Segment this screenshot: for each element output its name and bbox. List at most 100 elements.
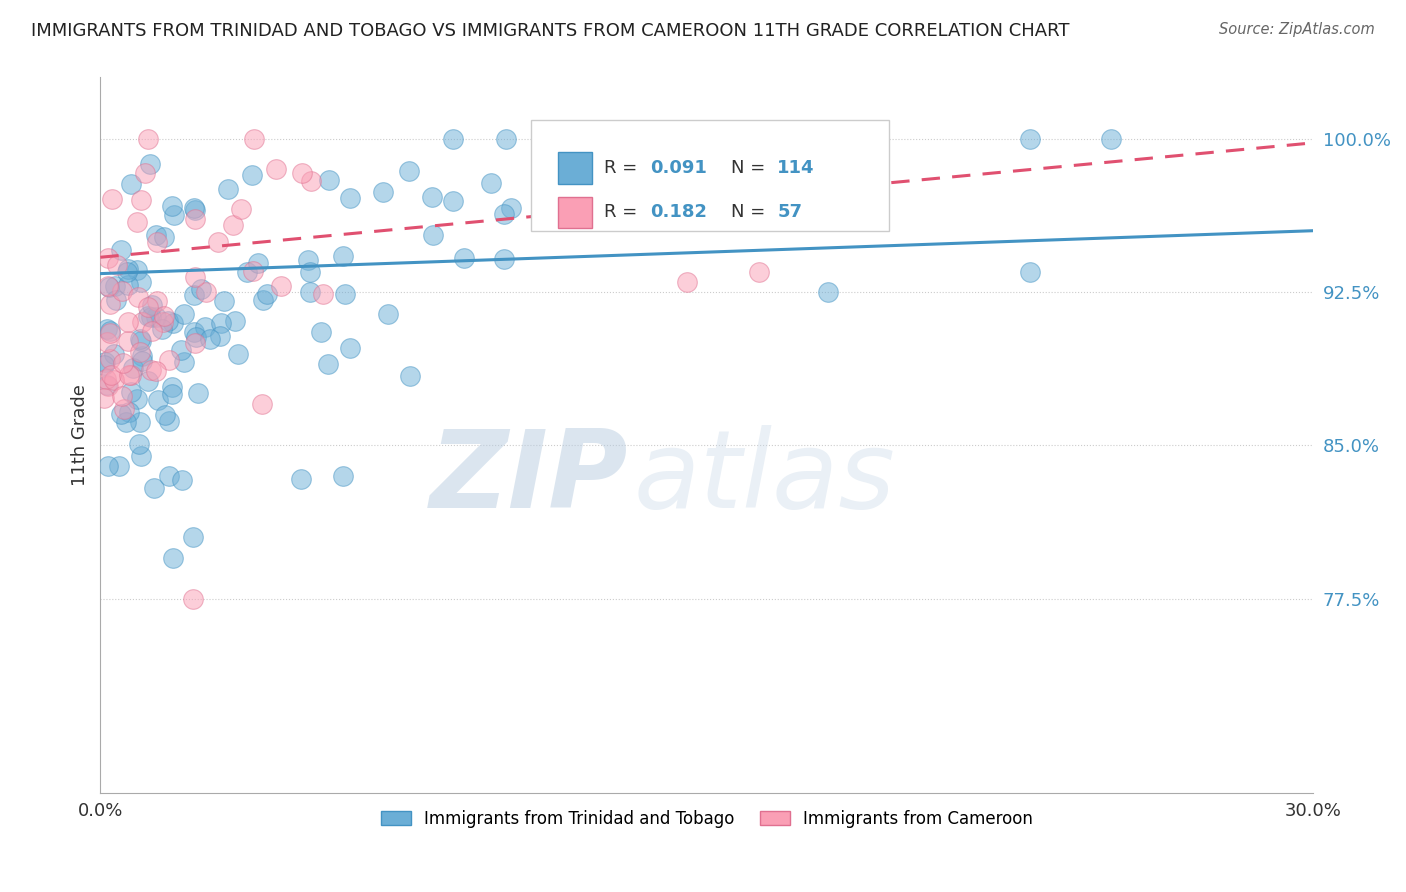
Point (157, 469, 180, 483)
Point (453, 252, 475, 266)
Point (735, 132, 758, 146)
Point (139, 156, 162, 170)
Point (103, 373, 125, 387)
Point (312, 287, 335, 301)
Y-axis label: 11th Grade: 11th Grade (72, 384, 89, 486)
Text: N =: N = (731, 203, 770, 221)
Point (98, 352, 121, 367)
Point (125, 263, 148, 277)
Point (160, 380, 183, 394)
Point (224, 314, 246, 328)
Point (242, 264, 264, 278)
Point (652, 132, 675, 146)
Point (104, 278, 127, 293)
Point (332, 249, 354, 263)
Point (246, 255, 269, 269)
Point (117, 261, 139, 276)
Point (136, 300, 159, 314)
Point (530, 161, 553, 175)
Point (94, 355, 117, 369)
Point (184, 269, 207, 284)
Point (335, 287, 357, 301)
Point (131, 354, 153, 368)
Point (299, 174, 322, 188)
Point (114, 415, 136, 429)
Point (574, 153, 596, 168)
Point (170, 343, 193, 357)
Point (129, 334, 152, 348)
Point (157, 413, 180, 427)
Point (190, 282, 212, 296)
Point (298, 265, 321, 279)
Point (111, 356, 134, 370)
Point (194, 285, 217, 300)
Point (122, 360, 145, 375)
Text: IMMIGRANTS FROM TRINIDAD AND TOBAGO VS IMMIGRANTS FROM CAMEROON 11TH GRADE CORRE: IMMIGRANTS FROM TRINIDAD AND TOBAGO VS I… (31, 22, 1070, 40)
Point (115, 264, 138, 278)
Point (217, 182, 239, 196)
Point (110, 243, 132, 257)
Point (256, 286, 278, 301)
Point (240, 168, 263, 182)
Point (97, 279, 120, 293)
Point (128, 332, 150, 346)
Point (117, 314, 139, 328)
FancyBboxPatch shape (558, 197, 592, 228)
Point (207, 235, 229, 249)
Point (339, 191, 361, 205)
Text: ZIP: ZIP (430, 425, 628, 531)
Point (101, 192, 124, 206)
Point (160, 387, 183, 401)
Point (318, 173, 340, 187)
Point (162, 208, 184, 222)
Point (494, 207, 516, 221)
Point (209, 316, 232, 330)
Point (187, 385, 209, 400)
Point (129, 345, 152, 359)
Point (252, 293, 274, 307)
Point (118, 368, 141, 382)
Point (152, 229, 174, 244)
Point (162, 316, 184, 330)
Point (170, 473, 193, 487)
Point (100, 326, 122, 341)
Point (748, 264, 770, 278)
Point (98, 297, 121, 311)
Point (145, 310, 167, 325)
Point (173, 307, 195, 321)
Point (183, 530, 205, 544)
Point (141, 298, 163, 312)
Point (93, 358, 115, 372)
Point (420, 190, 443, 204)
Text: 114: 114 (778, 159, 814, 177)
Point (675, 275, 697, 289)
Point (817, 285, 839, 299)
Point (152, 309, 174, 323)
Point (817, 132, 839, 146)
Point (194, 320, 217, 334)
Point (186, 329, 208, 343)
Point (183, 325, 205, 339)
Point (129, 415, 152, 429)
Point (97, 379, 120, 393)
Text: R =: R = (603, 203, 643, 221)
Point (339, 342, 361, 356)
Text: N =: N = (731, 159, 770, 177)
Point (145, 293, 167, 308)
Point (105, 293, 128, 307)
Point (117, 278, 139, 293)
Point (183, 591, 205, 606)
Point (96, 321, 118, 335)
Point (501, 201, 523, 215)
Point (127, 392, 149, 407)
Point (422, 228, 444, 243)
Point (131, 315, 153, 329)
Text: 0.091: 0.091 (650, 159, 707, 177)
Point (136, 374, 159, 388)
Point (134, 166, 156, 180)
Point (156, 314, 179, 328)
Point (111, 389, 134, 403)
Point (146, 393, 169, 408)
Point (184, 202, 207, 217)
Point (291, 166, 314, 180)
